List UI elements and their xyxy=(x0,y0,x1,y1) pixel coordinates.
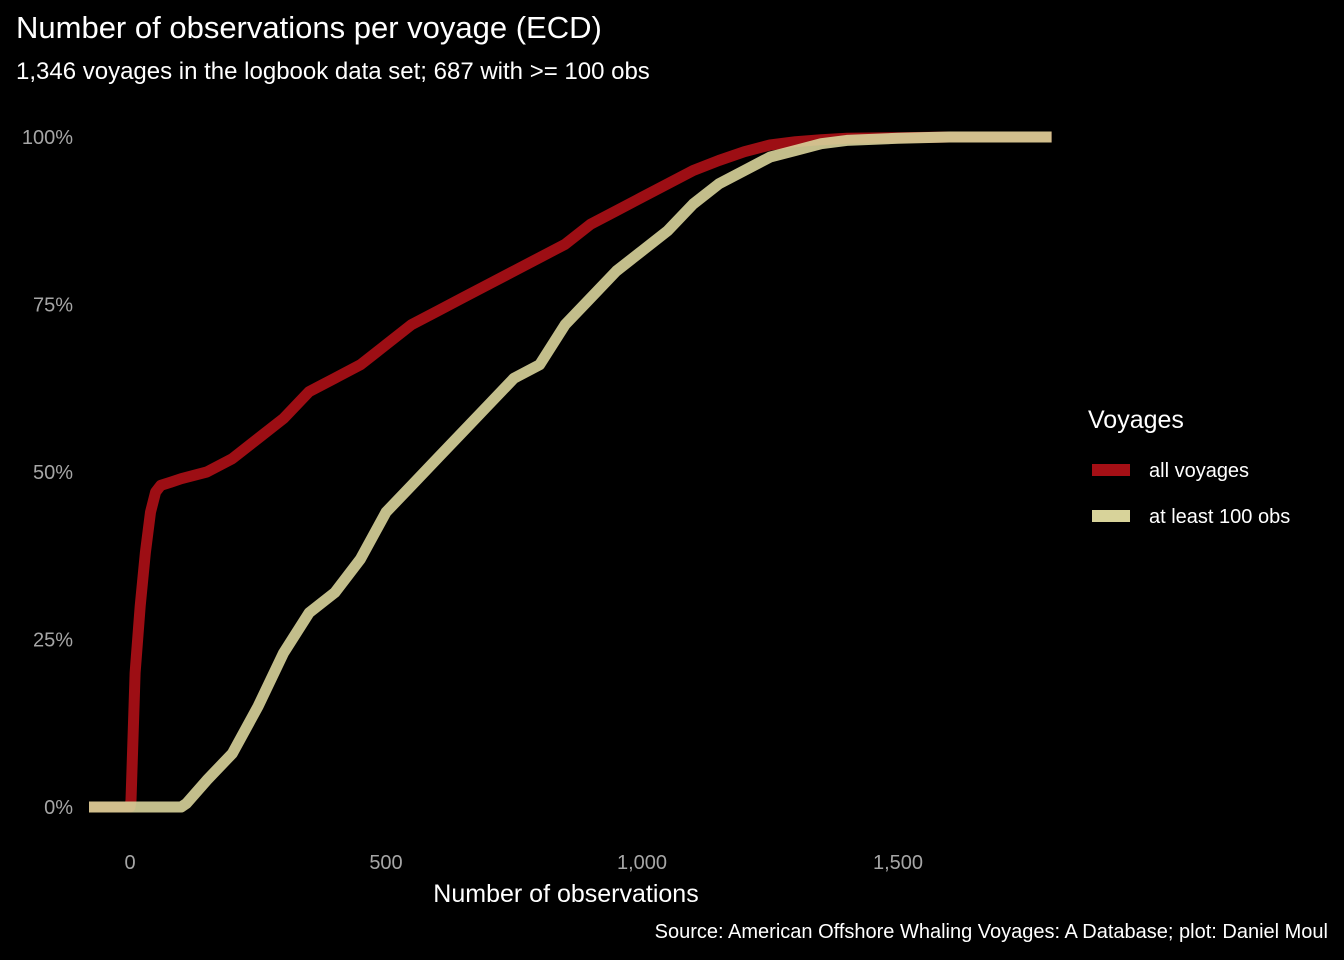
x-tick-label: 1,500 xyxy=(873,852,923,874)
y-axis-ticks: 0% 25% 50% 75% 100% xyxy=(22,127,73,819)
legend-title: Voyages xyxy=(1088,406,1184,434)
series-line-2 xyxy=(89,131,1052,813)
x-tick-label: 1,000 xyxy=(617,852,667,874)
chart-subtitle: 1,346 voyages in the logbook data set; 6… xyxy=(16,58,650,85)
x-tick-label: 500 xyxy=(369,852,402,874)
legend-key-1 xyxy=(1092,464,1130,476)
y-tick-label: 0% xyxy=(44,797,73,819)
x-tick-label: 0 xyxy=(124,852,135,874)
y-tick-label: 100% xyxy=(22,127,73,149)
series-line-1 xyxy=(89,131,1052,813)
legend-label-1: all voyages xyxy=(1149,460,1249,482)
y-tick-label: 25% xyxy=(33,630,73,652)
chart-title: Number of observations per voyage (ECD) xyxy=(16,10,602,45)
x-axis-ticks: 0 500 1,000 1,500 xyxy=(124,852,923,874)
x-axis-title: Number of observations xyxy=(433,880,698,908)
legend-label-2: at least 100 obs xyxy=(1149,506,1290,528)
legend: Voyages all voyages at least 100 obs xyxy=(1088,406,1290,528)
y-tick-label: 50% xyxy=(33,462,73,484)
chart-caption: Source: American Offshore Whaling Voyage… xyxy=(654,921,1328,943)
series-layer xyxy=(89,131,1052,813)
legend-key-2 xyxy=(1092,510,1130,522)
y-tick-label: 75% xyxy=(33,295,73,317)
